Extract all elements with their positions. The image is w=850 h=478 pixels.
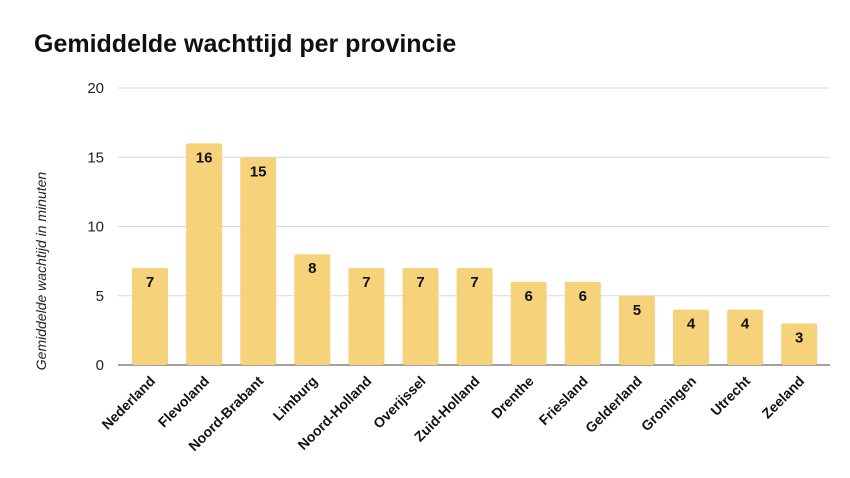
bar-value-labels: 7 16 15 8 7 7 7 6 6 5 4 4 3 [146,149,804,346]
bar [348,268,385,365]
bar [456,268,493,365]
bar [132,268,168,365]
y-tick-label: 0 [96,357,104,374]
bar-value-label: 7 [362,274,370,291]
x-tick-label: Overijssel [370,373,429,432]
y-tick-label: 15 [87,149,104,166]
bar [186,143,223,365]
bar [673,309,709,365]
bar-value-label: 4 [741,316,750,333]
bar [240,157,277,365]
bar-value-label: 7 [146,274,154,291]
y-tick-label: 10 [87,219,104,236]
bar-value-label: 16 [196,149,213,166]
bar [564,281,601,365]
bars [132,143,818,365]
bar-value-label: 6 [579,288,587,305]
bar-value-label: 6 [525,288,533,305]
x-tick-label: Flevoland [155,373,213,431]
y-axis-title: Gemiddelde wachtijd in minuten [33,172,49,371]
bar-value-label: 7 [416,274,424,291]
x-tick-label: Groningen [638,373,699,434]
x-tick-label: Friesland [536,373,591,428]
x-tick-label: Drenthe [488,373,537,422]
bar [510,281,547,365]
x-tick-label: Gelderland [582,373,645,436]
bar [294,254,331,365]
x-tick-label: Nederland [98,373,158,433]
y-tick-labels: 0 5 10 15 20 [87,80,104,374]
bar [727,309,764,365]
bar-value-label: 4 [687,316,696,333]
bar-value-label: 7 [470,274,478,291]
bar [402,268,439,365]
x-tick-label: Limburg [270,373,321,424]
x-tick-label: Zeeland [759,373,808,422]
chart-title: Gemiddelde wachttijd per provincie [34,30,457,58]
bar-value-label: 15 [250,163,267,180]
bar [781,323,818,365]
y-tick-label: 5 [96,288,104,305]
bar [618,295,655,365]
bar-value-label: 5 [633,302,641,319]
y-tick-label: 20 [87,80,104,97]
bar-value-label: 3 [795,329,803,346]
bar-value-label: 8 [308,260,316,277]
x-tick-label: Utrecht [707,373,753,419]
